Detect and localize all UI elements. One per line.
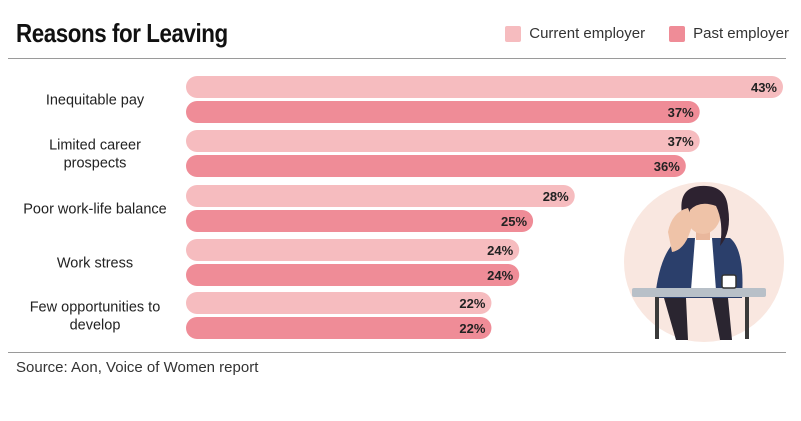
bar-current-employer	[186, 239, 520, 261]
bar-current-employer	[186, 76, 783, 98]
bar-value-label: 43%	[751, 80, 777, 95]
category-label: develop	[70, 318, 121, 334]
category-label: Few opportunities to	[30, 300, 161, 316]
legend-item-current: Current employer	[505, 25, 645, 42]
bar-value-label: 28%	[543, 189, 569, 204]
bars-layer: Inequitable pay 43% 37% Limited career prosp…	[23, 76, 783, 339]
woman-at-desk-illustration	[624, 182, 784, 342]
source-note: Source: Aon, Voice of Women report	[16, 359, 259, 376]
bar-value-label: 37%	[668, 134, 694, 149]
legend-swatch-current	[505, 25, 522, 42]
legend-swatch-past	[669, 25, 686, 42]
bar-value-label: 24%	[487, 268, 513, 283]
bar-value-label: 22%	[459, 321, 485, 336]
category-label: Inequitable pay	[46, 93, 145, 109]
woman-hand	[668, 208, 692, 252]
desk-top	[632, 288, 766, 297]
category-label: Limited career	[49, 138, 141, 154]
bar-current-employer	[186, 292, 492, 314]
bar-current-employer	[186, 185, 575, 207]
legend-item-past: Past employer	[669, 25, 789, 42]
bar-past-employer	[186, 101, 700, 123]
bar-past-employer	[186, 317, 492, 339]
woman-legs	[664, 298, 732, 340]
legend-label-past: Past employer	[693, 25, 789, 42]
legend: Current employer Past employer	[505, 25, 789, 42]
woman-shirt	[691, 238, 716, 290]
bar-past-employer	[186, 264, 520, 286]
bar-past-employer	[186, 155, 686, 177]
bar-past-employer	[186, 210, 534, 232]
bar-current-employer	[186, 130, 700, 152]
header-divider	[8, 58, 786, 59]
legend-label-current: Current employer	[529, 25, 646, 42]
bar-value-label: 36%	[654, 159, 680, 174]
woman-hair	[674, 185, 729, 246]
footer-divider	[8, 352, 786, 353]
category-label: prospects	[64, 156, 127, 172]
coffee-cup	[721, 274, 737, 289]
bar-value-label: 24%	[487, 243, 513, 258]
desk-leg-right	[745, 297, 749, 339]
bar-value-label: 37%	[668, 105, 694, 120]
desk-leg-left	[655, 297, 659, 339]
chart-title: Reasons for Leaving	[16, 18, 228, 48]
category-label: Work stress	[57, 256, 133, 272]
bar-value-label: 25%	[501, 214, 527, 229]
bar-value-label: 22%	[459, 296, 485, 311]
category-label: Poor work-life balance	[23, 202, 166, 218]
